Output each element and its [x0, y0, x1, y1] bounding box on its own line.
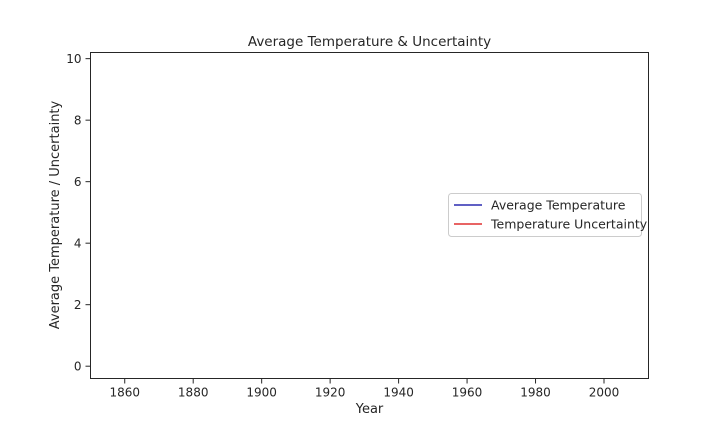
y-tick-label: 0 [74, 360, 82, 374]
y-tick-label: 6 [74, 175, 82, 189]
y-axis: 0 2 4 6 8 10 [66, 52, 91, 374]
legend-label: Temperature Uncertainty [490, 217, 648, 232]
x-tick-label: 1900 [246, 386, 277, 400]
x-tick-label: 1920 [315, 386, 346, 400]
y-axis-label: Average Temperature / Uncertainty [48, 100, 63, 329]
y-tick-label: 10 [66, 52, 81, 66]
legend-label: Average Temperature [491, 198, 626, 213]
chart-title: Average Temperature & Uncertainty [248, 34, 491, 50]
y-tick-label: 8 [74, 114, 82, 128]
x-tick-label: 1880 [178, 386, 209, 400]
x-axis: 1860 1880 1900 1920 1940 1960 1980 2000 [109, 378, 620, 400]
x-tick-label: 1940 [383, 386, 414, 400]
x-tick-label: 1960 [452, 386, 483, 400]
y-tick-label: 2 [74, 298, 82, 312]
legend-frame [448, 193, 642, 237]
x-tick-label: 1980 [520, 386, 551, 400]
y-tick-label: 4 [74, 237, 82, 251]
x-tick-label: 2000 [589, 386, 620, 400]
legend: Average Temperature Temperature Uncertain… [448, 193, 648, 237]
x-axis-label: Year [355, 402, 384, 417]
x-tick-label: 1860 [109, 386, 140, 400]
